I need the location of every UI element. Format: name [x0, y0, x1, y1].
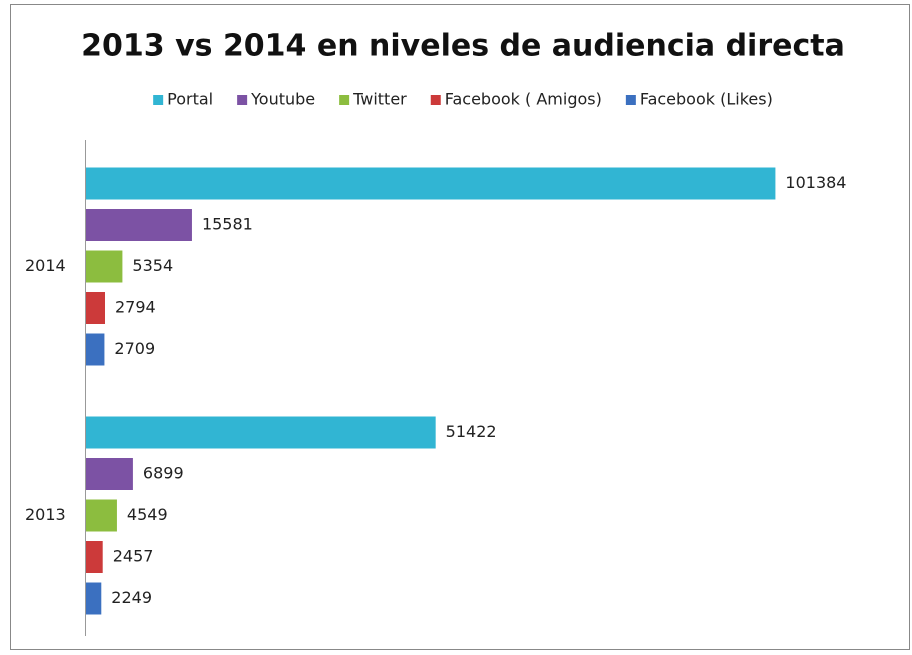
legend-label: Portal — [167, 90, 213, 109]
bar — [86, 541, 103, 573]
data-label: 2709 — [114, 339, 155, 358]
data-label: 2794 — [115, 298, 156, 317]
legend-swatch — [625, 95, 636, 105]
data-label: 2249 — [111, 588, 152, 607]
data-label: 5354 — [132, 256, 173, 275]
bar — [86, 499, 117, 532]
legend-label: Twitter — [352, 90, 407, 109]
legend-swatch — [237, 95, 248, 105]
data-label: 6899 — [143, 464, 184, 483]
bar — [86, 292, 105, 324]
data-label: 101384 — [785, 173, 846, 192]
legend-label: Youtube — [250, 90, 315, 109]
bar — [86, 333, 105, 366]
bar — [86, 416, 436, 449]
bar — [86, 250, 123, 283]
legend-label: Facebook ( Amigos) — [445, 90, 602, 109]
data-label: 2457 — [113, 547, 154, 566]
legend-label: Facebook (Likes) — [640, 90, 773, 109]
data-label: 4549 — [127, 505, 168, 524]
bar — [86, 458, 133, 490]
legend-swatch — [430, 95, 441, 105]
legend-swatch — [153, 95, 164, 105]
bar — [86, 209, 192, 241]
bar — [86, 582, 102, 615]
data-label: 15581 — [202, 215, 253, 234]
chart-frame — [10, 4, 910, 650]
chart-title: 2013 vs 2014 en niveles de audiencia dir… — [81, 29, 845, 64]
bar — [86, 167, 776, 200]
legend-swatch — [339, 95, 350, 105]
y-tick-label: 2013 — [25, 505, 66, 524]
data-label: 51422 — [446, 422, 497, 441]
y-tick-label: 2014 — [25, 256, 66, 275]
